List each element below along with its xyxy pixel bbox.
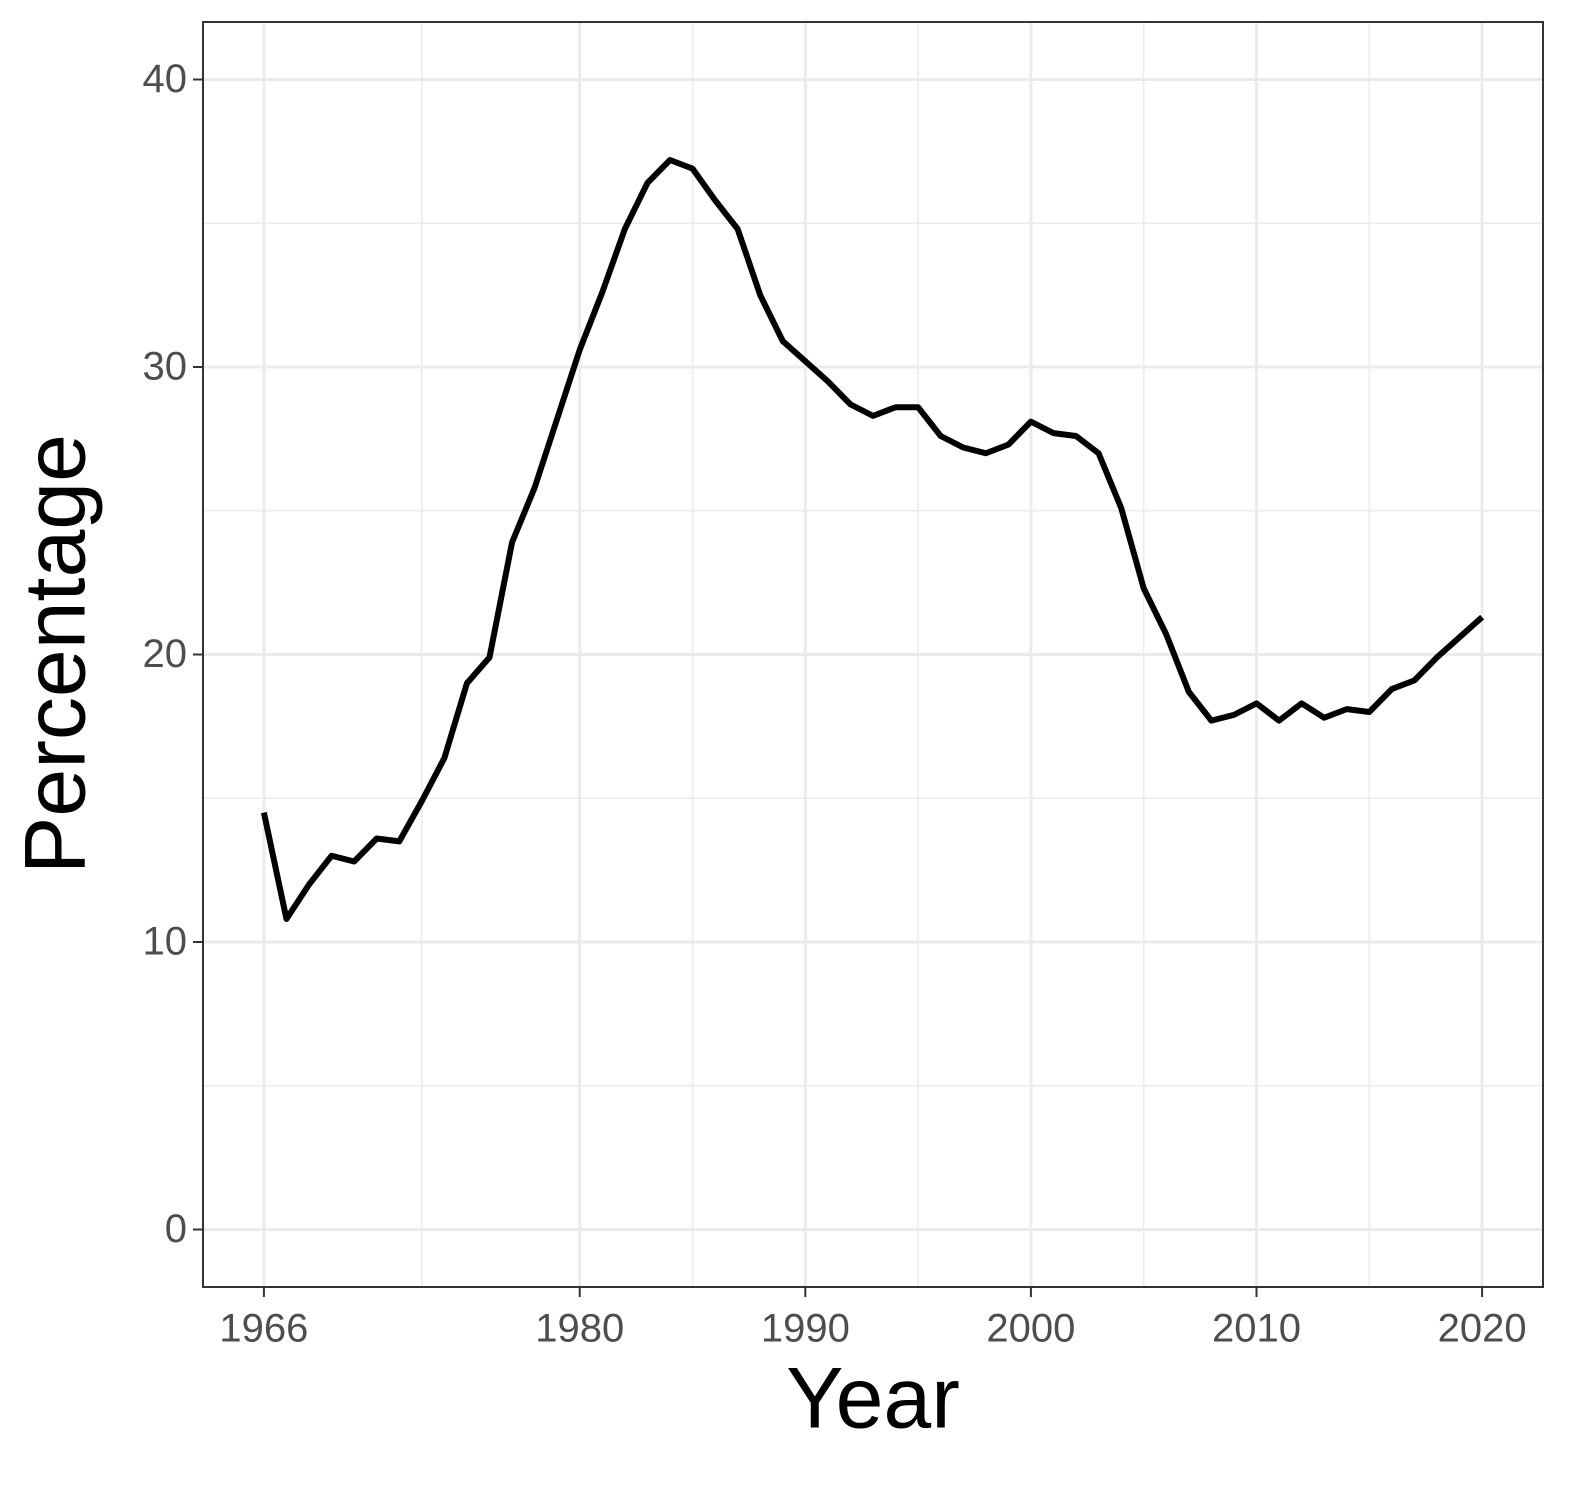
x-tick-label: 2000 xyxy=(986,1307,1075,1351)
x-tick-label: 2020 xyxy=(1438,1307,1527,1351)
x-tick-label: 1966 xyxy=(219,1307,308,1351)
x-tick-label: 2010 xyxy=(1212,1307,1301,1351)
x-tick-label: 1980 xyxy=(535,1307,624,1351)
data-line xyxy=(260,157,1485,922)
y-tick-label: 10 xyxy=(143,920,188,964)
y-tick-label: 30 xyxy=(143,345,188,389)
x-axis-title: Year xyxy=(786,1351,960,1447)
y-tick-label: 40 xyxy=(143,57,188,101)
panel-border xyxy=(202,21,1544,1288)
x-tick-label: 1990 xyxy=(761,1307,850,1351)
y-axis-title: Percentage xyxy=(8,434,104,874)
y-tick-label: 0 xyxy=(165,1207,187,1251)
y-tick-label: 20 xyxy=(143,632,188,676)
